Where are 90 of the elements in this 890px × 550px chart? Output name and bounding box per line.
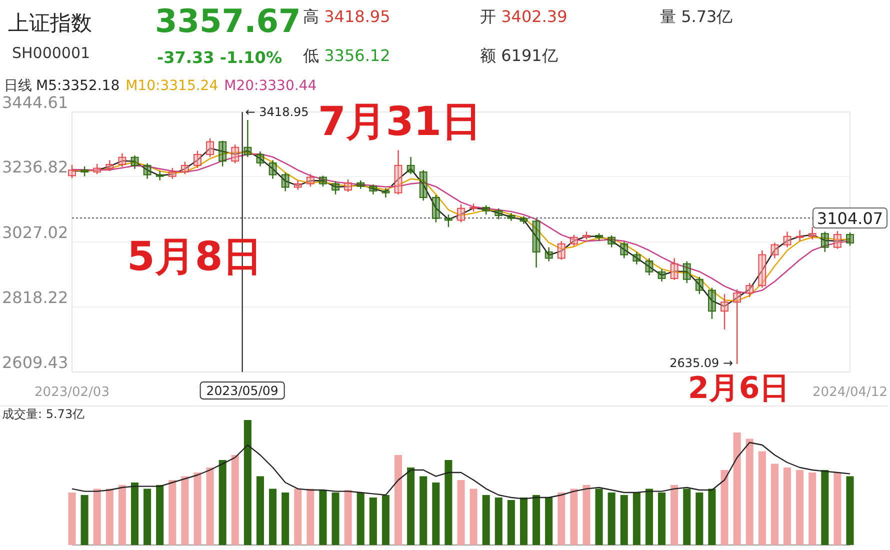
bar [420,476,428,545]
bar [783,468,792,545]
bar [93,488,101,545]
text: 高 3418.95 [303,7,390,26]
bar [558,492,566,545]
bar [369,498,377,545]
text: 3357.67 [155,2,301,40]
bar [306,488,314,545]
bar [444,460,452,545]
bar [507,500,515,545]
bar [520,498,528,545]
bar [582,485,590,545]
text: M5:3352.18 [36,78,120,94]
bar [733,432,741,545]
text: 开 3402.39 [480,7,568,26]
annotation: ← 3418.95 [245,104,309,119]
bar [545,498,553,545]
bar [231,455,239,545]
text: -37.33 -1.10% [157,48,282,67]
bar [106,488,114,545]
bar [696,492,704,545]
bar [770,464,778,545]
text: M20:3330.44 [224,78,317,94]
y-tick-label: 3444.61 [2,93,68,112]
bar [758,451,766,545]
text: 量 5.73亿 [660,7,733,26]
bar [356,492,364,545]
legend-title: 日线 [4,78,32,94]
text: 额 6191亿 [480,46,558,65]
y-tick-label: 3027.02 [2,223,68,242]
chart-title: 上证指数 [8,11,92,35]
bar [846,476,854,545]
text: M10:3315.24 [126,78,218,94]
bar [344,490,352,545]
bar [482,495,490,545]
bar [394,455,402,545]
bar [130,482,139,545]
chart-subtitle: SH000001 [12,44,90,62]
bar [608,492,616,545]
x-tick-label: 2023/02/03 [34,385,110,400]
bar [570,488,578,545]
x-tick-label: 2024/04/12 [812,385,888,400]
bar [658,492,666,545]
bar [457,480,465,545]
bar [470,488,478,545]
ref-line-label: 3104.07 [816,209,884,228]
bar [282,492,290,545]
bar [708,488,716,545]
bar [746,438,754,545]
bar [720,470,728,545]
bar [332,492,340,545]
bar [796,470,804,545]
annotation: 2月6日 [688,371,790,406]
bar [144,488,152,545]
chart-title: 成交量: 5.73亿 [2,407,85,421]
bar [319,490,327,545]
y-tick-label: 3236.82 [2,158,68,177]
text: 低 3356.12 [303,46,390,65]
bar [382,495,390,545]
bar [256,476,264,545]
bar [670,485,678,545]
bar [294,488,302,545]
bar [156,485,164,545]
bar [821,470,829,545]
bar [194,472,202,545]
bar [432,482,440,545]
bar [206,468,214,545]
bar [181,476,189,545]
bar [218,460,226,545]
bar [244,420,252,545]
bar [118,485,126,545]
annotation: 7月31日 [318,99,482,145]
bar [808,472,816,545]
bar [407,468,415,545]
annotation: 2635.09 → [670,356,734,370]
bar [168,480,176,545]
bar [645,488,653,545]
bar [80,495,88,545]
y-tick-label: 2818.22 [2,288,68,307]
bar [620,495,628,545]
ref-line-label: 2023/05/09 [206,383,278,398]
bar [834,472,842,545]
bar [269,488,277,545]
bar [68,492,76,545]
bar [532,495,540,545]
y-tick-label: 2609.43 [2,353,68,372]
bar [595,488,603,545]
bar [632,492,640,545]
bar [683,488,691,545]
bar [494,498,502,545]
